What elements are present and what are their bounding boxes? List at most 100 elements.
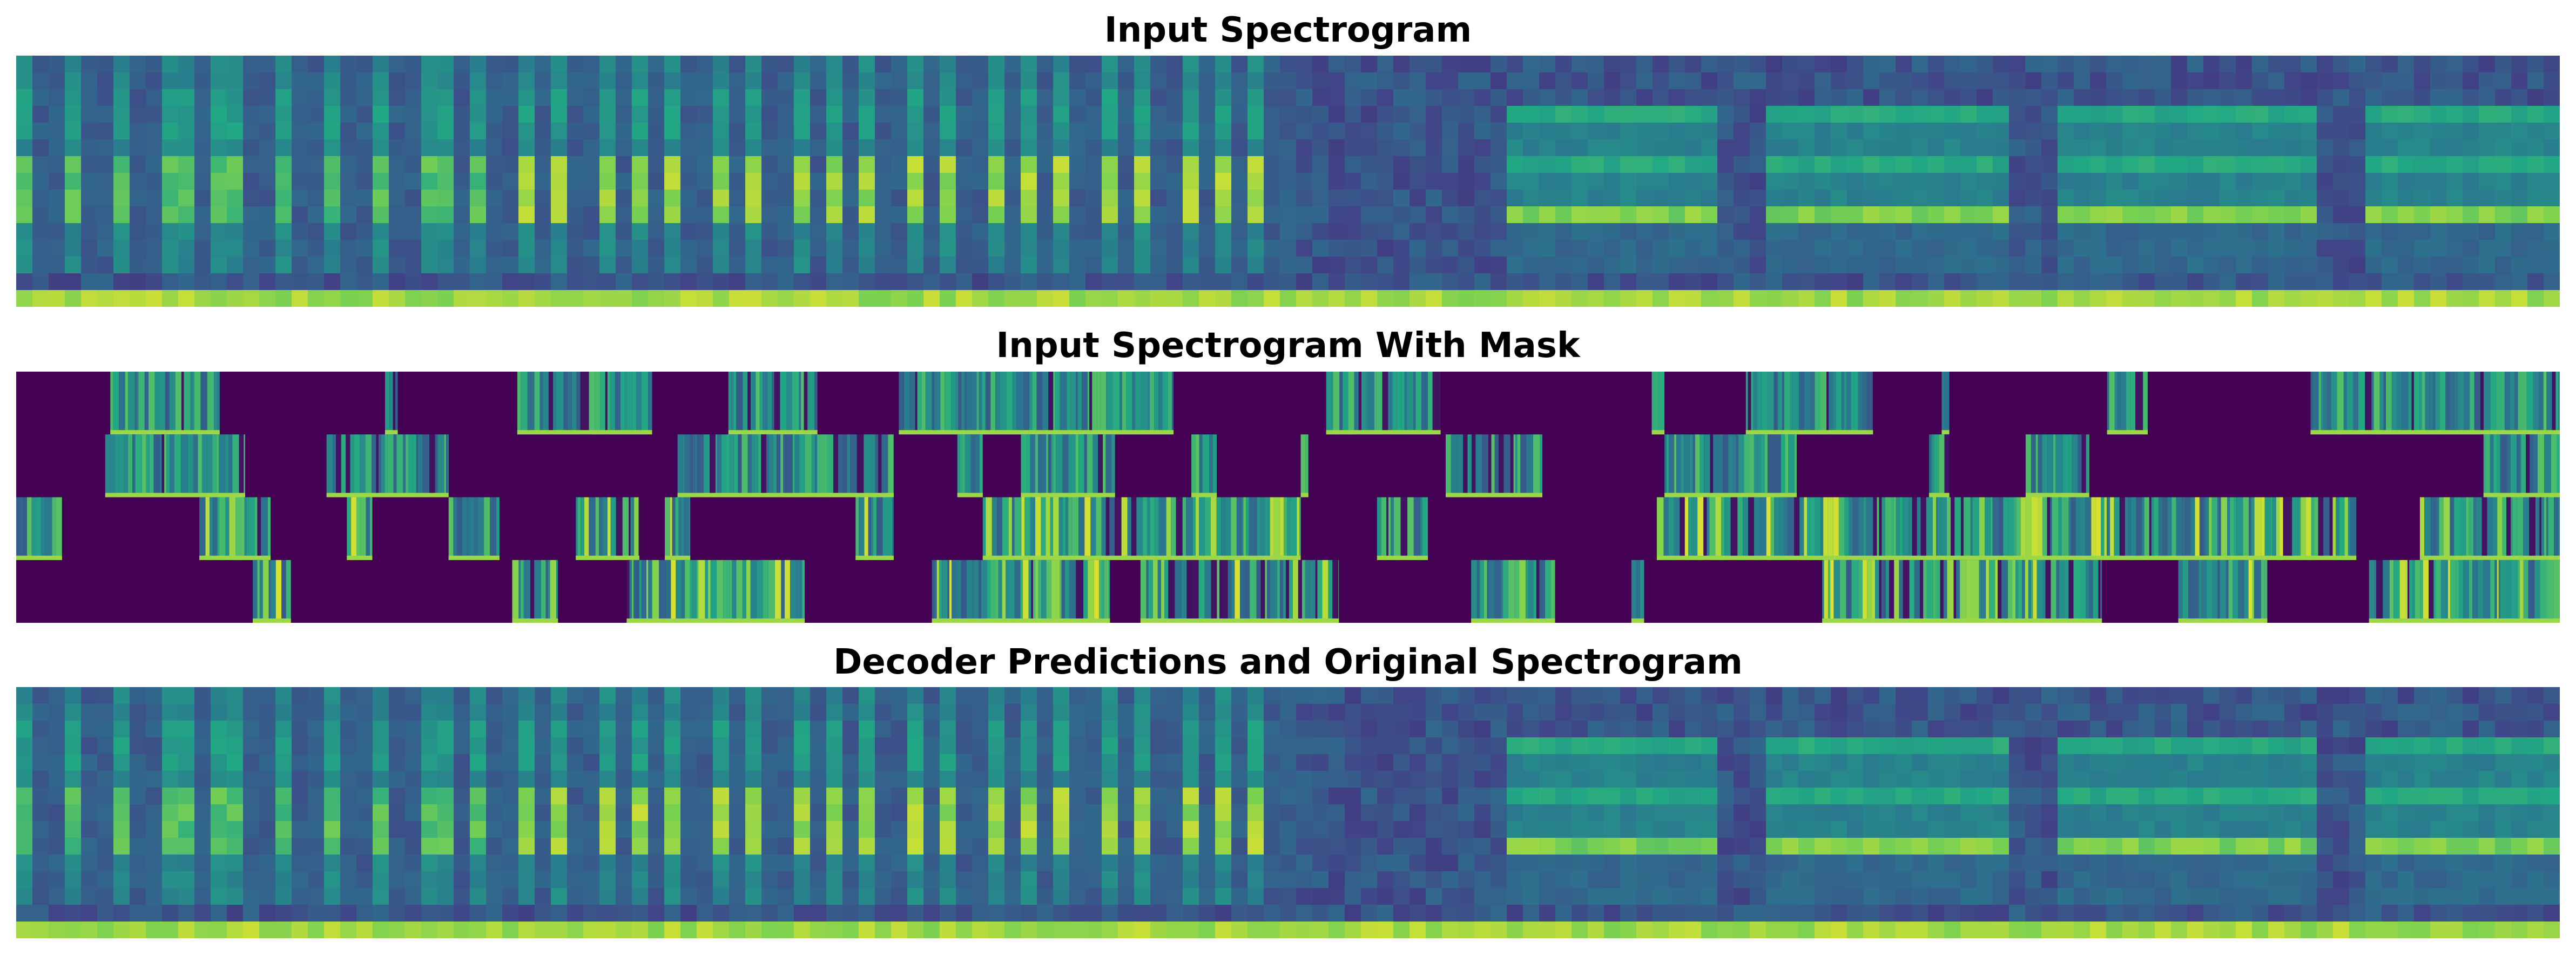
mask-visible-stripe	[799, 434, 805, 497]
decoder-predictions-cell	[2398, 687, 2415, 704]
input-spectrogram-cell	[1523, 290, 1540, 307]
input-spectrogram-cell	[340, 240, 357, 257]
input-spectrogram-cell	[1150, 257, 1167, 274]
mask-visible-stripe	[2230, 497, 2234, 560]
input-spectrogram-cell	[535, 290, 551, 307]
input-spectrogram-cell	[632, 240, 649, 257]
mask-visible-stripe	[1028, 560, 1031, 623]
decoder-predictions-cell	[1231, 687, 1248, 704]
input-spectrogram-cell	[2139, 156, 2155, 173]
decoder-predictions-cell	[1815, 737, 1831, 755]
input-spectrogram-cell	[2268, 56, 2285, 73]
mask-visible-stripe	[1704, 434, 1710, 497]
mask-visible-stripe	[2051, 560, 2056, 623]
mask-visible-stripe	[1068, 497, 1072, 560]
input-spectrogram-cell	[1231, 223, 1248, 240]
mask-visible-stripe	[52, 497, 56, 560]
input-spectrogram-cell	[373, 223, 389, 240]
decoder-predictions-cell	[729, 721, 746, 738]
input-spectrogram-cell	[1653, 156, 1669, 173]
input-spectrogram-cell	[2382, 139, 2398, 157]
input-spectrogram-cell	[1539, 240, 1556, 257]
input-spectrogram-cell	[178, 139, 195, 157]
decoder-predictions-cell	[1393, 821, 1410, 838]
mask-visible-stripe	[271, 560, 276, 623]
decoder-predictions-cell	[421, 687, 438, 704]
input-spectrogram-cell	[16, 72, 33, 90]
decoder-predictions-cell	[2058, 737, 2074, 755]
mask-visible-stripe	[965, 434, 971, 497]
input-spectrogram-cell	[2511, 257, 2528, 274]
decoder-predictions-cell	[373, 721, 389, 738]
mask-visible-stripe	[2413, 372, 2420, 435]
input-spectrogram-cell	[2268, 156, 2285, 173]
input-spectrogram-cell	[2479, 89, 2496, 106]
input-spectrogram-cell	[1231, 106, 1248, 123]
input-spectrogram-cell	[2252, 173, 2269, 190]
decoder-predictions-cell	[1345, 704, 1361, 721]
input-spectrogram-cell	[1345, 173, 1361, 190]
input-spectrogram-cell	[1150, 123, 1167, 140]
decoder-predictions-cell	[2349, 788, 2366, 805]
mask-visible-stripe	[2436, 560, 2441, 623]
input-spectrogram-cell	[2527, 223, 2544, 240]
input-spectrogram-cell	[1474, 257, 1491, 274]
input-spectrogram-cell	[923, 139, 940, 157]
decoder-predictions-cell	[1410, 788, 1426, 805]
input-spectrogram-cell	[810, 257, 827, 274]
input-spectrogram-cell	[1199, 139, 1216, 157]
mask-visible-stripe	[607, 372, 610, 435]
input-spectrogram-cell	[1426, 240, 1442, 257]
input-spectrogram-cell	[551, 190, 568, 207]
input-spectrogram-cell	[2446, 223, 2463, 240]
input-spectrogram-cell	[1377, 156, 1394, 173]
decoder-predictions-cell	[1977, 737, 1993, 755]
input-spectrogram-cell	[745, 72, 762, 90]
input-spectrogram-cell	[1507, 72, 1523, 90]
input-spectrogram-cell	[1474, 156, 1491, 173]
input-spectrogram-cell	[227, 56, 244, 73]
input-spectrogram-cell	[1523, 257, 1540, 274]
decoder-predictions-cell	[1247, 704, 1264, 721]
input-spectrogram-cell	[324, 89, 341, 106]
mask-visible-stripe	[2194, 560, 2199, 623]
input-spectrogram-cell	[1329, 273, 1345, 291]
decoder-predictions-cell	[2025, 804, 2042, 822]
input-spectrogram-cell	[146, 173, 163, 190]
input-spectrogram-cell	[1798, 206, 1815, 224]
input-spectrogram-cell	[2527, 273, 2544, 291]
mask-visible-stripe	[1273, 560, 1277, 623]
decoder-predictions-cell	[2317, 704, 2334, 721]
input-spectrogram-cell	[616, 223, 632, 240]
mask-visible-stripe	[2405, 560, 2408, 623]
input-spectrogram-cell	[713, 223, 730, 240]
input-spectrogram-cell	[842, 123, 859, 140]
decoder-predictions-cell	[502, 704, 519, 721]
input-spectrogram-cell	[2187, 89, 2204, 106]
decoder-predictions-cell	[1960, 704, 1977, 721]
mask-visible-stripe	[1947, 560, 1954, 623]
input-spectrogram-cell	[1458, 123, 1475, 140]
input-spectrogram-cell	[1944, 89, 1961, 106]
mask-visible-stripe	[1176, 497, 1183, 560]
input-spectrogram-cell	[1199, 56, 1216, 73]
input-spectrogram-cell	[1264, 56, 1280, 73]
input-spectrogram-cell	[2025, 206, 2042, 224]
input-spectrogram-cell	[49, 156, 65, 173]
input-spectrogram-cell	[1102, 273, 1118, 291]
mask-visible-stripe	[2248, 560, 2253, 623]
mask-visible-stripe	[2233, 560, 2238, 623]
input-spectrogram-cell	[842, 240, 859, 257]
input-spectrogram-cell	[567, 156, 584, 173]
input-spectrogram-cell	[1231, 56, 1248, 73]
input-spectrogram-cell	[49, 290, 65, 307]
mask-visible-stripe	[127, 434, 133, 497]
input-spectrogram-cell	[956, 156, 973, 173]
mask-visible-stripe	[1697, 497, 1704, 560]
decoder-predictions-cell	[1636, 737, 1653, 755]
input-spectrogram-cell	[2058, 106, 2074, 123]
mask-visible-stripe	[2350, 497, 2357, 560]
mask-visible-stripe	[589, 372, 595, 435]
input-spectrogram-cell	[211, 273, 227, 291]
input-spectrogram-cell	[778, 223, 794, 240]
